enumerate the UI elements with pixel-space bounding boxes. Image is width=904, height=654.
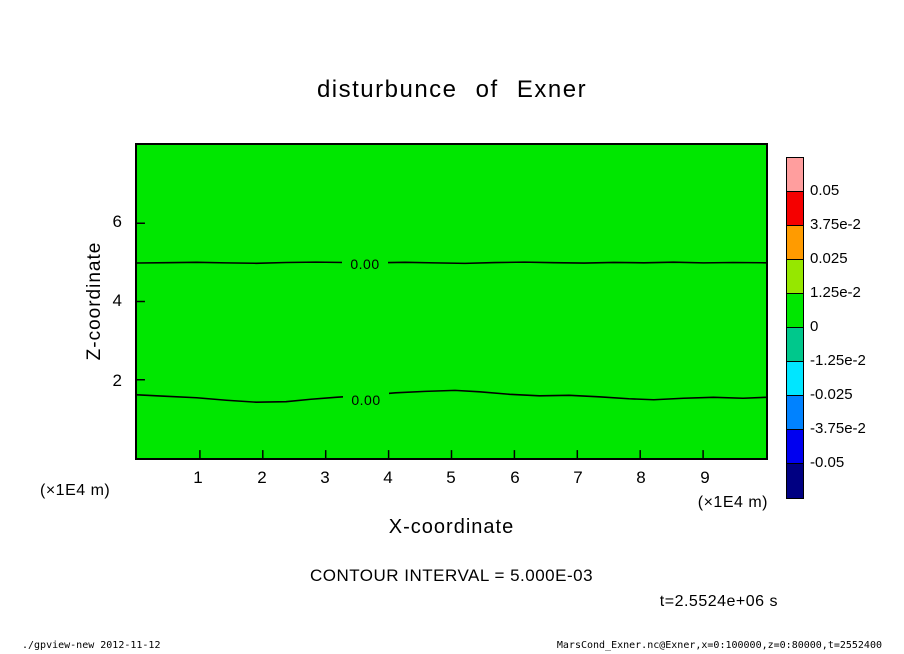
colorbar-label: -3.75e-2 [810, 420, 866, 437]
y-tick-label-2: 2 [112, 371, 122, 390]
contour-interval-text: CONTOUR INTERVAL = 5.000E-03 [309, 566, 594, 585]
colorbar-cell [787, 430, 803, 464]
time-label: t=2.5524e+06 s [659, 593, 778, 610]
contour-lines-layer [137, 222, 766, 458]
x-tick-label-4: 4 [383, 468, 393, 487]
x-tick-label-3: 3 [320, 468, 330, 487]
x-axis-label: X-coordinate [388, 516, 515, 538]
y-tick-label-6: 6 [112, 212, 122, 231]
x-tick-label-5: 5 [446, 468, 456, 487]
colorbar-cell [787, 328, 803, 362]
colorbar-cell [787, 362, 803, 396]
colorbar-cell [787, 192, 803, 226]
colorbar-label: 0.05 [810, 182, 840, 199]
colorbar-cell [787, 158, 803, 192]
colorbar-cell [787, 226, 803, 260]
x-tick-label-9: 9 [700, 468, 710, 487]
colorbar-label: -1.25e-2 [810, 352, 866, 369]
colorbar-cell [787, 396, 803, 430]
contour-value-label-upper: 0.00 [342, 256, 388, 272]
colorbar-label: 0.025 [810, 250, 848, 267]
colorbar-cell [787, 260, 803, 294]
plot-area: 0.00 0.00 [135, 143, 768, 460]
colorbar-label: 0 [810, 318, 819, 335]
y-tick-label-4: 4 [112, 291, 122, 310]
footer-source-text: MarsCond_Exner.nc@Exner,x=0:100000,z=0:8… [556, 640, 882, 651]
footer-command-text: ./gpview-new 2012-11-12 [22, 640, 161, 651]
plot-title: disturbunce of Exner [316, 76, 588, 103]
colorbar-label: 3.75e-2 [810, 216, 861, 233]
colorbar-cell [787, 294, 803, 328]
colorbar-label: -0.05 [810, 454, 845, 471]
colorbar-cell [787, 464, 803, 498]
x-axis-unit-left: (×1E4 m) [40, 482, 111, 499]
colorbar [786, 157, 804, 499]
x-tick-label-1: 1 [193, 468, 203, 487]
contour-line-lower [137, 389, 766, 404]
x-tick-label-7: 7 [573, 468, 583, 487]
x-tick-label-2: 2 [257, 468, 267, 487]
x-tick-label-8: 8 [636, 468, 646, 487]
x-tick-label-6: 6 [510, 468, 520, 487]
colorbar-label: -0.025 [810, 386, 853, 403]
x-axis-unit-right: (×1E4 m) [697, 494, 768, 511]
contour-value-label-lower: 0.00 [343, 392, 389, 408]
colorbar-label: 1.25e-2 [810, 284, 861, 301]
axis-ticks [137, 222, 704, 458]
contour-line-upper [137, 261, 766, 265]
